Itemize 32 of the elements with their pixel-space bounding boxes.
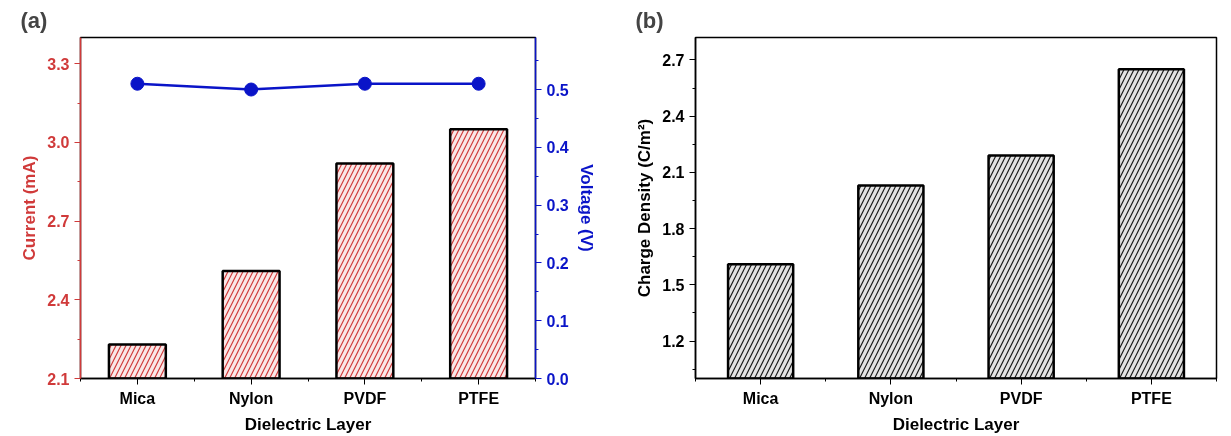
- y-tick-label: 1.2: [662, 333, 685, 351]
- chart-title: (a): [20, 7, 48, 33]
- y2-axis-title: Voltage (V): [576, 164, 596, 252]
- y2-tick-label: 0.4: [546, 139, 569, 157]
- x-axis-title: Dielectric Layer: [244, 414, 372, 434]
- y-tick-label: 3.3: [47, 55, 70, 73]
- y-tick-label: 2.4: [662, 108, 685, 126]
- y-tick-label: 1.8: [662, 220, 685, 238]
- x-tick-label: Mica: [119, 389, 156, 407]
- y2-tick-label: 0.1: [546, 312, 569, 330]
- y-axis-title: Current (mA): [20, 155, 40, 261]
- x-tick-label: Mica: [742, 389, 779, 407]
- y2-tick-label: 0.0: [546, 370, 569, 388]
- y-tick-label: 2.7: [662, 51, 685, 69]
- x-tick-label: PTFE: [458, 389, 500, 407]
- y-tick-label: 1.5: [662, 276, 685, 294]
- y-axis-title: Charge Density (C/m²): [635, 118, 655, 298]
- x-tick-label: Nylon: [228, 389, 274, 407]
- y2-tick-label: 0.2: [546, 254, 569, 272]
- x-tick-label: PVDF: [343, 389, 387, 407]
- y-tick-label: 2.7: [47, 213, 70, 231]
- y-tick-label: 2.4: [47, 291, 70, 309]
- x-tick-label: Nylon: [868, 389, 914, 407]
- y-tick-label: 2.1: [47, 370, 70, 388]
- x-tick-label: PTFE: [1130, 389, 1173, 407]
- y2-tick-label: 0.3: [546, 197, 569, 215]
- chart-title: (b): [635, 7, 664, 33]
- y-tick-label: 3.0: [47, 134, 70, 152]
- y2-tick-label: 0.5: [546, 81, 569, 99]
- x-axis-title: Dielectric Layer: [892, 414, 1020, 434]
- y-tick-label: 2.1: [662, 164, 685, 182]
- x-tick-label: PVDF: [999, 389, 1043, 407]
